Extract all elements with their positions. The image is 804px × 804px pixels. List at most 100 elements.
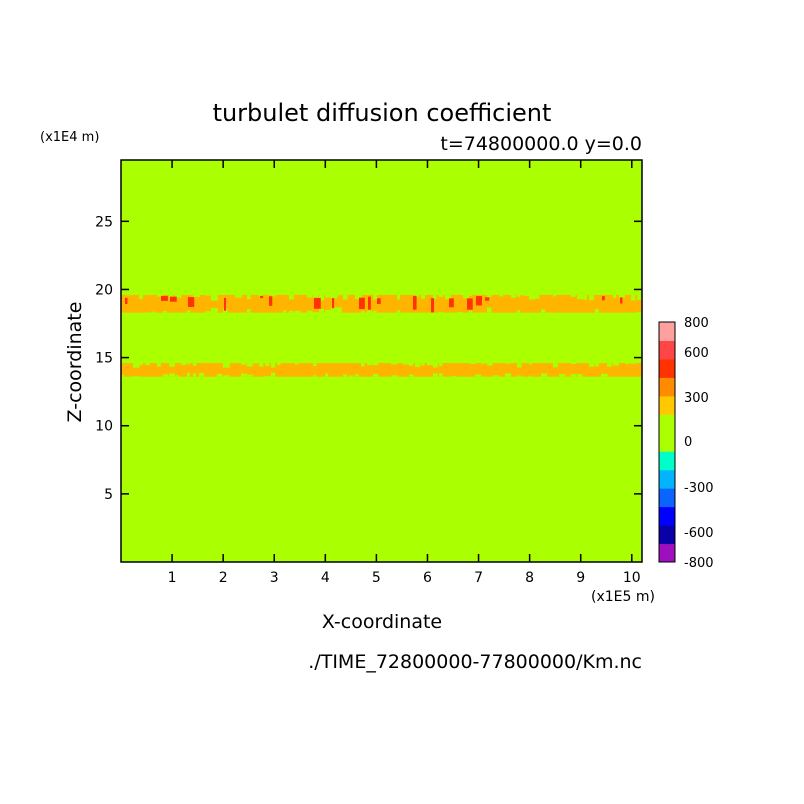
band-edge-notch [235,294,242,298]
band-edge-notch [571,294,576,297]
y-unit-label: (x1E4 m) [40,130,99,145]
band-edge-notch [295,363,299,365]
colorbar-tick-label: 0 [684,435,692,450]
band-edge-notch [193,294,200,297]
band-edge-notch [145,363,150,366]
hotspot-patch [620,297,623,304]
band-edge-notch [295,310,301,313]
band-edge-notch [523,294,530,296]
band-edge-notch [487,307,492,313]
colorbar-segment [659,395,675,415]
x-tick-label: 8 [525,570,534,586]
band-edge-notch [361,363,365,367]
band-edge-notch [163,310,167,313]
band-edge-notch [601,373,608,377]
band-edge-notch [439,311,444,313]
source-file-label: ./TIME_72800000-77800000/Km.nc [308,651,642,673]
band-edge-notch [139,294,143,300]
band-edge-notch [289,310,294,313]
band-edge-notch [343,294,348,300]
band-edge-notch [277,363,281,366]
plot-area [121,160,642,562]
band-edge-notch [307,310,313,313]
colorbar-labels: 800 600 300 0 -300 -600 -800 [684,316,714,571]
hotspot-patch [467,298,473,310]
hotspot-patch [359,297,365,310]
band-edge-notch [355,294,362,299]
band-edge-notch [469,310,473,313]
x-tick-label: 9 [576,570,585,586]
hotspot-patch [269,296,273,306]
band-edge-notch [325,309,332,313]
x-axis-label: X-coordinate [322,611,442,633]
band-edge-notch [163,374,169,377]
x-tick-label: 2 [219,570,228,586]
band-edge-notch [211,294,218,301]
band-edge-notch [415,294,420,298]
colorbar-tick-label: -600 [684,526,714,541]
band-edge-notch [553,363,558,368]
band-edge-notch [457,311,463,313]
x-tick-label: 4 [321,570,330,586]
band-edge-notch [529,294,536,300]
band-edge-notch [319,309,324,313]
band-edge-notch [529,375,533,377]
band-edge-notch [631,363,636,364]
band-edge-notch [355,374,359,377]
band-edge-notch [517,363,522,368]
band-edge-notch [193,363,197,366]
band-edge-notch [325,294,332,298]
band-edge-notch [397,294,401,300]
band-edge-notch [271,372,276,377]
band-edge-notch [433,294,437,300]
band-edge-notch [505,373,512,377]
colorbar-tick-label: -800 [684,556,714,571]
field-background [121,160,642,562]
band-edge-notch [337,307,342,313]
band-edge-notch [223,363,230,368]
band-edge-notch [259,363,264,367]
band-edge-notch [223,308,228,313]
band-layer [121,294,642,377]
hotspot-patch [377,298,381,304]
hotspot-patch [332,298,335,309]
band-edge-notch [271,363,276,368]
band-1 [121,294,642,313]
band-edge-notch [391,375,398,377]
chart-subtitle: t=74800000.0 y=0.0 [440,133,642,155]
hotspot-patch [476,296,482,306]
colorbar-segment [659,414,675,434]
band-edge-notch [187,310,191,313]
colorbar-segment [659,432,675,452]
band-edge-notch [193,373,197,377]
band-edge-notch [199,372,204,377]
band-edge-notch [433,363,438,368]
band-edge-notch [439,294,444,297]
band-edge-notch [313,375,317,377]
band-edge-notch [343,374,347,377]
colorbar-segment [659,322,675,341]
band-edge-notch [613,294,617,298]
y-axis-label: Z-coordinate [64,302,86,423]
colorbar-segment [659,506,675,526]
band-edge-notch [487,294,492,298]
band-edge-notch [451,375,457,377]
band-edge-notch [595,363,599,367]
band-edge-notch [217,373,223,377]
band-edge-notch [169,294,174,298]
band-edge-notch [175,294,182,298]
band-edge-notch [481,363,487,364]
colorbar-segment [659,525,675,545]
band-edge-notch [169,363,175,367]
x-tick-label: 10 [623,570,641,586]
band-edge-notch [313,311,319,313]
band-edge-notch [247,374,253,377]
band-edge-notch [361,310,365,313]
band-edge-notch [409,363,414,366]
band-edge-notch [373,311,377,313]
band-edge-notch [313,363,317,367]
hotspot-patch [224,297,227,311]
x-tick-label: 5 [372,570,381,586]
band-edge-notch [487,363,493,366]
